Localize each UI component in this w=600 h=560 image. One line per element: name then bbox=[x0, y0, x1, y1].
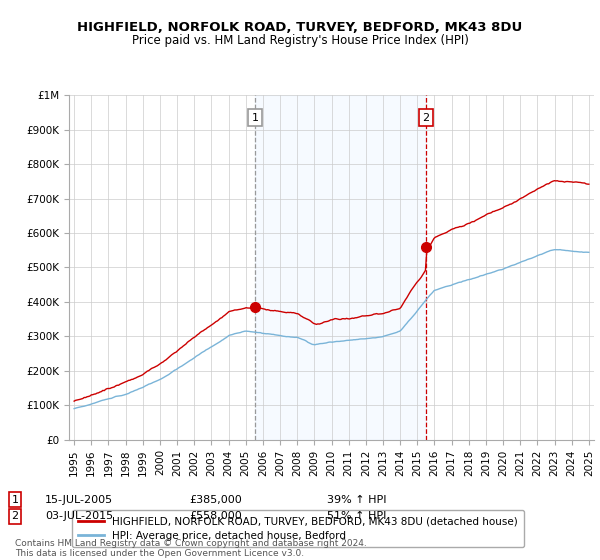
Text: HIGHFIELD, NORFOLK ROAD, TURVEY, BEDFORD, MK43 8DU: HIGHFIELD, NORFOLK ROAD, TURVEY, BEDFORD… bbox=[77, 21, 523, 34]
Text: 2: 2 bbox=[422, 113, 430, 123]
Text: £558,000: £558,000 bbox=[189, 511, 242, 521]
Text: Price paid vs. HM Land Registry's House Price Index (HPI): Price paid vs. HM Land Registry's House … bbox=[131, 34, 469, 46]
Text: £385,000: £385,000 bbox=[189, 494, 242, 505]
Bar bbox=[255, 95, 426, 440]
Text: 51% ↑ HPI: 51% ↑ HPI bbox=[327, 511, 386, 521]
Text: 15-JUL-2005: 15-JUL-2005 bbox=[45, 494, 113, 505]
Text: 1: 1 bbox=[251, 113, 259, 123]
Text: 1: 1 bbox=[11, 494, 19, 505]
Legend: HIGHFIELD, NORFOLK ROAD, TURVEY, BEDFORD, MK43 8DU (detached house), HPI: Averag: HIGHFIELD, NORFOLK ROAD, TURVEY, BEDFORD… bbox=[71, 510, 524, 547]
Text: 2: 2 bbox=[11, 511, 19, 521]
Text: 03-JUL-2015: 03-JUL-2015 bbox=[45, 511, 113, 521]
Text: 39% ↑ HPI: 39% ↑ HPI bbox=[327, 494, 386, 505]
Text: Contains HM Land Registry data © Crown copyright and database right 2024.
This d: Contains HM Land Registry data © Crown c… bbox=[15, 539, 367, 558]
